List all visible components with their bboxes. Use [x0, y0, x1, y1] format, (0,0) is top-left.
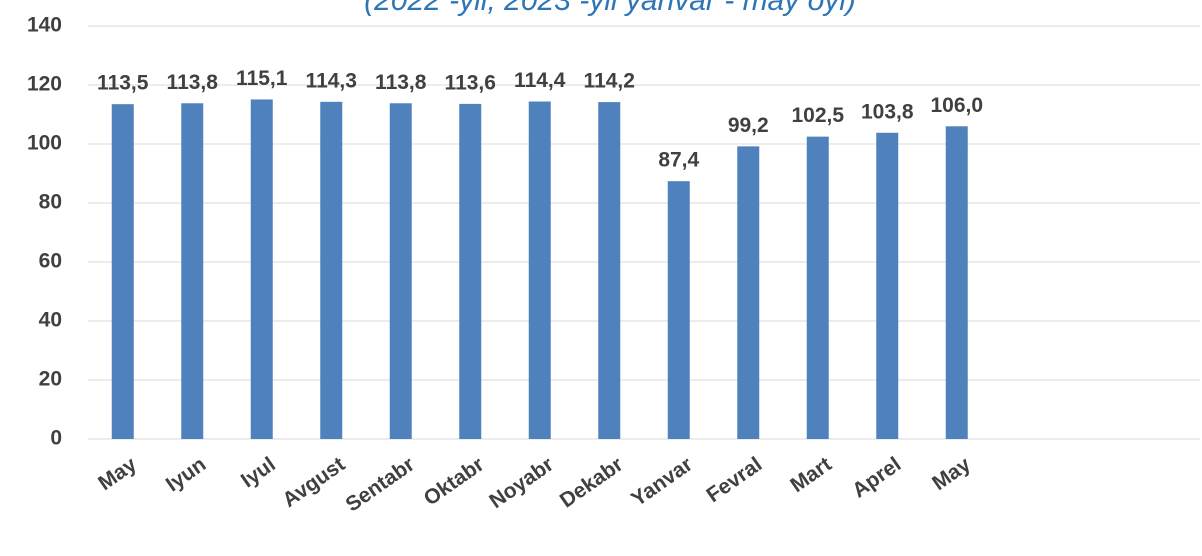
y-tick-label: 100	[27, 132, 62, 155]
y-tick-label: 40	[39, 309, 62, 332]
bar	[181, 103, 204, 439]
bar	[737, 146, 760, 440]
x-tick-label: Dekabr	[556, 453, 628, 513]
y-tick-label: 140	[27, 14, 62, 37]
bar	[250, 99, 273, 439]
y-tick-label: 20	[39, 368, 62, 391]
bar	[806, 136, 829, 439]
y-tick-label: 0	[50, 427, 62, 450]
data-label: 103,8	[861, 100, 914, 123]
bar	[876, 132, 899, 440]
y-tick-label: 80	[39, 191, 62, 214]
x-tick-label: Iyul	[237, 453, 280, 493]
data-label: 106,0	[930, 94, 983, 117]
x-tick-label: Avgust	[278, 453, 349, 512]
y-tick-label: 120	[27, 73, 62, 96]
x-tick-label: Aprel	[848, 453, 905, 503]
bar	[667, 181, 690, 440]
bar	[528, 101, 551, 440]
chart-subtitle: (2022 -yil, 2023 -yil yanvar - may oyi)	[364, 0, 856, 17]
bar	[389, 103, 412, 439]
data-label: 114,4	[514, 69, 566, 92]
data-label: 115,1	[236, 67, 288, 90]
x-tick-label: May	[94, 453, 141, 495]
x-tick-label: Noyabr	[485, 453, 557, 513]
bar	[945, 126, 968, 440]
x-tick-label: Oktabr	[420, 453, 489, 511]
data-label: 99,2	[728, 114, 769, 137]
data-label: 113,6	[445, 71, 496, 94]
data-label: 113,8	[375, 71, 427, 94]
bar	[111, 104, 134, 440]
x-tick-label: May	[928, 453, 975, 495]
y-tick-label: 60	[39, 250, 62, 273]
bar	[598, 102, 621, 440]
bar	[459, 103, 482, 439]
data-label: 113,8	[167, 71, 219, 94]
x-tick-label: Mart	[786, 453, 836, 497]
data-label: 87,4	[658, 149, 699, 172]
x-tick-label: Sentabr	[342, 453, 419, 517]
x-tick-label: Iyun	[162, 453, 211, 497]
data-label: 114,3	[306, 69, 357, 92]
data-label: 113,5	[97, 72, 149, 95]
data-label: 114,2	[584, 70, 635, 93]
data-label: 102,5	[791, 104, 844, 127]
bar	[320, 101, 343, 439]
x-tick-label: Fevral	[702, 453, 766, 507]
x-tick-label: Yanvar	[627, 453, 697, 511]
